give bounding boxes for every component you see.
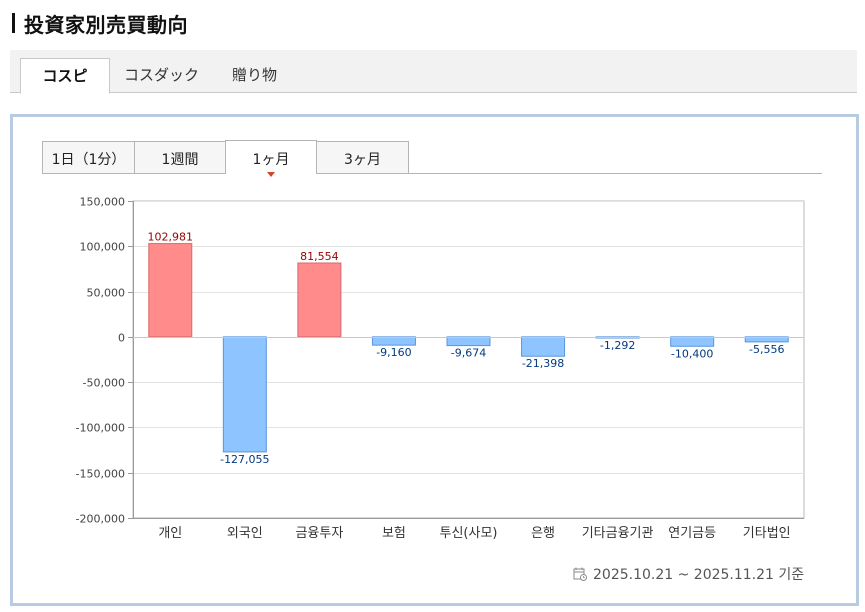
y-tick-label: -200,000 (76, 513, 125, 526)
tab-kosdaq[interactable]: コスダック (124, 66, 200, 84)
x-tick-label: 기타법인 (743, 526, 791, 541)
bar-7 (670, 336, 715, 347)
data-label: -5,556 (749, 343, 784, 356)
bar-8 (744, 336, 789, 343)
period-tabs: 1日（1分） 1週間 1ヶ月 3ヶ月 (42, 139, 822, 177)
data-label: -9,160 (376, 346, 411, 359)
page-header: 投資家別売買動向 (12, 11, 188, 37)
y-tick-label: -50,000 (83, 377, 125, 390)
data-label: -9,674 (451, 347, 486, 360)
tab-kospi[interactable]: コスピ (20, 58, 110, 94)
date-range: 2025.10.21 ~ 2025.11.21 기준 (573, 564, 804, 584)
data-label: -10,400 (671, 347, 713, 360)
calendar-icon (573, 567, 587, 581)
data-label: -127,055 (220, 453, 269, 466)
x-tick-label: 보험 (382, 526, 406, 541)
tab-1month-label: 1ヶ月 (252, 152, 290, 168)
y-tick-label: -100,000 (76, 422, 125, 435)
data-label: -21,398 (522, 357, 564, 370)
date-range-text: 2025.10.21 ~ 2025.11.21 기준 (593, 567, 805, 583)
data-label: 81,554 (300, 250, 339, 263)
bar-5 (521, 336, 566, 357)
title-marker (12, 13, 15, 33)
tab-1day[interactable]: 1日（1分） (42, 141, 135, 173)
x-tick-label: 투신(사모) (440, 526, 498, 541)
chart-panel: 1日（1分） 1週間 1ヶ月 3ヶ月 150,000 100,000 50,000 0… (10, 114, 859, 606)
x-tick-label: 외국인 (227, 526, 263, 541)
data-label: 102,981 (148, 231, 194, 244)
bar-3 (371, 336, 416, 346)
data-label: -1,292 (600, 339, 635, 352)
market-tabs: コスピ コスダック 贈り物 (10, 50, 857, 94)
investor-bar-chart: 150,000 100,000 50,000 0 -50,000 -100,000 -150… (76, 196, 805, 541)
y-tick-label: 0 (118, 332, 125, 345)
x-tick-label: 기타금융기관 (582, 526, 654, 541)
bar-4 (446, 336, 491, 347)
bar-2 (297, 262, 342, 338)
tab-3month[interactable]: 3ヶ月 (316, 141, 409, 173)
x-tick-label: 금융투자 (295, 526, 343, 541)
page-title: 投資家別売買動向 (24, 12, 188, 37)
x-tick-label: 은행 (531, 525, 555, 541)
tab-1week[interactable]: 1週間 (134, 141, 226, 173)
x-tick-label: 개인 (158, 526, 182, 541)
y-tick-label: 100,000 (80, 241, 126, 254)
tab-futures[interactable]: 贈り物 (232, 66, 278, 84)
x-tick-label: 연기금등 (668, 526, 716, 541)
y-tick-label: 150,000 (80, 196, 126, 209)
bar-1 (222, 336, 267, 453)
bar-0 (148, 243, 193, 338)
active-caret-icon (267, 172, 275, 177)
y-tick-label: -150,000 (76, 468, 125, 481)
tab-1month[interactable]: 1ヶ月 (225, 140, 317, 177)
y-tick-label: 50,000 (87, 287, 126, 300)
